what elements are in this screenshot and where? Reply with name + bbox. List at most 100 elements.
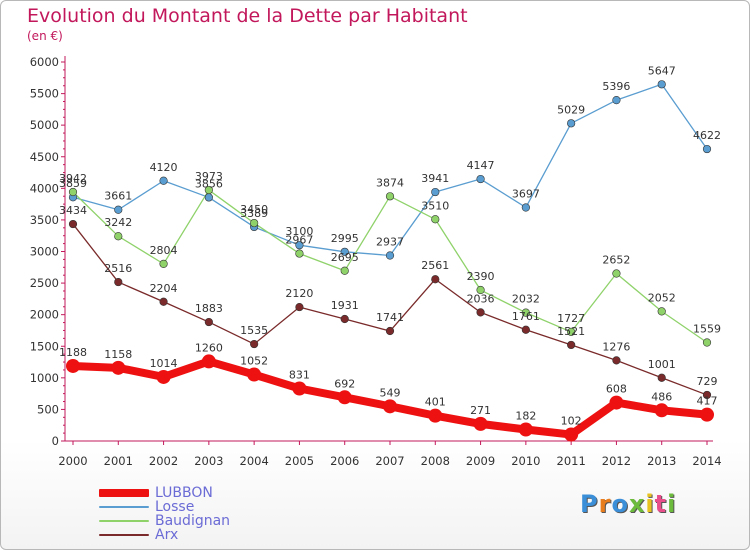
x-tick-label: 2001 — [104, 454, 133, 468]
legend-label: LUBBON — [155, 485, 213, 501]
point-arx — [159, 297, 168, 306]
data-label-baudignan: 2032 — [512, 293, 540, 306]
data-label-baudignan: 2652 — [602, 253, 630, 266]
data-label-losse: 3697 — [512, 187, 540, 200]
point-arx — [295, 302, 304, 312]
point-losse — [204, 193, 213, 202]
data-label-losse: 3856 — [195, 177, 223, 190]
point-baudignan — [159, 259, 168, 268]
point-losse — [431, 187, 440, 197]
point-lubbon — [66, 358, 80, 373]
data-label-losse: 3100 — [285, 225, 313, 238]
data-label-losse: 4120 — [150, 161, 178, 174]
data-label-losse: 3859 — [59, 177, 87, 190]
point-losse — [567, 119, 576, 128]
legend-swatch — [99, 489, 149, 497]
point-losse — [295, 241, 304, 250]
data-label-lubbon: 1188 — [59, 346, 87, 359]
x-tick-label: 2006 — [330, 454, 359, 468]
point-arx — [204, 317, 213, 327]
point-arx — [476, 308, 485, 317]
data-label-arx: 1521 — [557, 325, 585, 338]
data-label-arx: 1276 — [602, 340, 630, 353]
y-tick-label: 2500 — [30, 276, 59, 290]
data-label-lubbon: 486 — [651, 390, 672, 403]
data-label-arx: 1741 — [376, 311, 404, 324]
x-tick-label: 2014 — [692, 454, 721, 468]
x-tick-label: 2012 — [602, 454, 631, 468]
point-losse — [114, 205, 123, 214]
data-label-baudignan: 3450 — [240, 203, 268, 216]
point-lubbon — [337, 390, 352, 405]
y-tick-label: 4000 — [30, 181, 59, 195]
data-labels: 3859 3661 4120 3856 3389 3100 2995 2937 3941 4147… — [59, 64, 721, 427]
point-losse — [385, 251, 395, 260]
data-label-arx: 2561 — [421, 259, 449, 272]
x-tick-label: 2008 — [421, 454, 450, 468]
y-tick-label: 5500 — [30, 87, 59, 101]
data-label-arx: 2516 — [104, 262, 132, 275]
point-lubbon — [654, 403, 669, 418]
y-tick-label: 1500 — [30, 339, 59, 353]
point-baudignan — [702, 338, 712, 347]
data-label-lubbon: 271 — [470, 404, 491, 417]
data-label-losse: 5647 — [648, 64, 676, 77]
y-tick-label: 4500 — [30, 150, 59, 164]
data-label-baudignan: 3973 — [195, 170, 223, 183]
point-lubbon — [518, 422, 533, 437]
point-baudignan — [657, 307, 666, 316]
data-label-lubbon: 549 — [380, 386, 401, 399]
point-baudignan — [204, 185, 213, 195]
y-tick-label: 3000 — [30, 245, 59, 259]
data-label-baudignan: 2052 — [648, 291, 676, 304]
data-label-lubbon: 102 — [561, 415, 582, 428]
point-lubbon — [383, 399, 397, 414]
x-tick-label: 2004 — [240, 454, 269, 468]
data-label-losse: 5029 — [557, 103, 585, 116]
data-label-baudignan: 3242 — [104, 216, 132, 229]
point-arx — [567, 340, 576, 350]
point-losse — [159, 176, 168, 185]
point-lubbon — [247, 367, 262, 382]
y-tick-label: 5000 — [30, 118, 59, 132]
point-baudignan — [340, 266, 349, 275]
point-losse — [702, 144, 712, 154]
point-lubbon — [609, 395, 624, 410]
data-label-arx: 3434 — [59, 204, 87, 217]
logo-letter: o — [611, 490, 629, 518]
point-losse — [521, 203, 530, 212]
data-label-losse: 5396 — [602, 80, 630, 93]
data-label-lubbon: 182 — [515, 410, 536, 423]
x-tick-label: 2007 — [375, 454, 404, 468]
y-tick-label: 6000 — [30, 55, 59, 69]
legend-label: Losse — [155, 499, 195, 515]
point-lubbon — [111, 360, 126, 375]
point-lubbon — [292, 381, 307, 396]
legend-swatch — [99, 534, 149, 536]
logo-letter: i — [645, 490, 655, 518]
y-tick-label: 1000 — [30, 371, 59, 385]
legend-label: Baudignan — [155, 513, 231, 529]
data-label-baudignan: 2967 — [285, 234, 313, 247]
x-tick-label: 2002 — [149, 454, 178, 468]
data-label-losse: 3661 — [104, 190, 132, 203]
point-baudignan — [567, 327, 576, 337]
point-baudignan — [250, 218, 259, 228]
data-label-losse: 2937 — [376, 235, 404, 248]
data-label-baudignan: 1727 — [557, 312, 585, 325]
x-tick-label: 2009 — [466, 454, 495, 468]
point-arx — [521, 325, 530, 334]
y-tick-label: 3500 — [30, 213, 59, 227]
data-label-lubbon: 608 — [606, 383, 627, 396]
data-label-arx: 1535 — [240, 324, 268, 337]
x-tick-label: 2010 — [511, 454, 540, 468]
data-label-arx: 1761 — [512, 310, 540, 323]
axes: 0 500 1000 1500 2000 2500 3000 3500 4000 4500 5000… — [30, 55, 722, 468]
point-arx — [68, 219, 78, 229]
data-label-losse: 4622 — [693, 129, 721, 142]
legend-item-losse: Losse — [99, 499, 194, 515]
point-baudignan — [431, 215, 440, 224]
point-lubbon — [564, 427, 579, 442]
